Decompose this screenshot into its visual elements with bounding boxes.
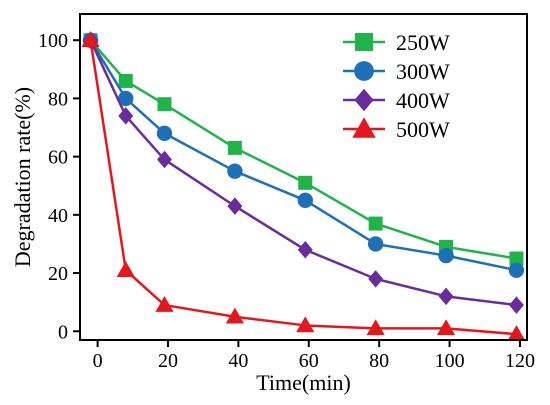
- data-point-300W-3: [227, 163, 243, 179]
- data-point-250W-4: [298, 175, 313, 190]
- legend-label-300W: 300W: [396, 59, 450, 84]
- legend-marker-400W: [354, 88, 374, 112]
- legend-label-250W: 250W: [396, 30, 450, 55]
- y-tick-label-1: 20: [48, 263, 68, 285]
- y-tick-label-5: 100: [38, 30, 68, 52]
- data-point-500W-0: [81, 31, 100, 48]
- legend-marker-250W: [355, 33, 373, 51]
- data-point-500W-6: [436, 319, 456, 336]
- legend-item-250W: 250W: [343, 30, 450, 55]
- data-point-250W-1: [118, 73, 133, 88]
- data-point-500W-3: [225, 307, 244, 324]
- legend-item-300W: 300W: [343, 59, 450, 84]
- data-point-500W-5: [366, 319, 385, 336]
- series-250W: [83, 33, 524, 266]
- data-point-500W-2: [155, 295, 174, 312]
- x-tick-label-2: 40: [228, 350, 248, 372]
- legend-label-400W: 400W: [396, 88, 450, 113]
- data-point-400W-7: [509, 296, 524, 314]
- series-400W: [83, 31, 524, 314]
- x-tick-label-1: 20: [158, 350, 178, 372]
- legend-marker-500W: [352, 117, 376, 138]
- data-point-300W-5: [367, 236, 384, 252]
- x-axis-title: Time(min): [256, 370, 351, 395]
- series-layer: [81, 31, 526, 342]
- plot-frame: [79, 13, 528, 341]
- x-tick-label-4: 80: [369, 350, 389, 372]
- data-point-400W-1: [118, 107, 134, 125]
- data-point-300W-4: [297, 192, 313, 208]
- data-point-250W-3: [227, 140, 242, 155]
- data-point-400W-5: [368, 270, 384, 288]
- data-point-300W-1: [118, 90, 134, 107]
- y-tick-label-0: 0: [58, 321, 68, 343]
- data-point-400W-3: [227, 197, 243, 215]
- x-tick-label-6: 120: [505, 350, 535, 372]
- data-point-300W-7: [508, 262, 525, 278]
- data-point-300W-2: [156, 125, 173, 142]
- data-point-250W-5: [368, 216, 383, 231]
- data-point-500W-4: [296, 316, 315, 333]
- data-point-250W-2: [157, 97, 172, 112]
- series-line-400W: [89, 39, 517, 307]
- y-axis-title: Degradation rate(%): [10, 87, 35, 267]
- y-tick-label-3: 60: [48, 147, 68, 169]
- data-point-250W-7: [509, 251, 524, 266]
- y-tick-label-2: 40: [48, 205, 68, 227]
- ticks-layer: 0 20 40 60 80 100 120 0 20 40 60 80 100: [38, 30, 535, 372]
- x-tick-label-0: 0: [93, 350, 103, 372]
- legend-marker-300W: [354, 61, 374, 81]
- data-point-300W-6: [438, 247, 454, 264]
- x-tick-label-5: 100: [435, 350, 465, 372]
- x-tick-label-3: 60: [299, 350, 319, 372]
- data-point-500W-7: [507, 325, 526, 342]
- y-tick-label-4: 80: [48, 88, 68, 110]
- legend-item-400W: 400W: [343, 88, 450, 113]
- legend: 250W 300W 400W 500W: [343, 30, 450, 142]
- data-point-400W-2: [157, 150, 172, 169]
- data-point-400W-6: [438, 287, 454, 306]
- series-300W: [82, 32, 525, 278]
- data-point-500W-1: [116, 261, 135, 277]
- legend-label-500W: 500W: [396, 117, 450, 142]
- series-line-300W: [89, 39, 517, 272]
- data-point-400W-4: [297, 241, 313, 259]
- legend-item-500W: 500W: [343, 117, 450, 142]
- series-500W: [81, 31, 526, 342]
